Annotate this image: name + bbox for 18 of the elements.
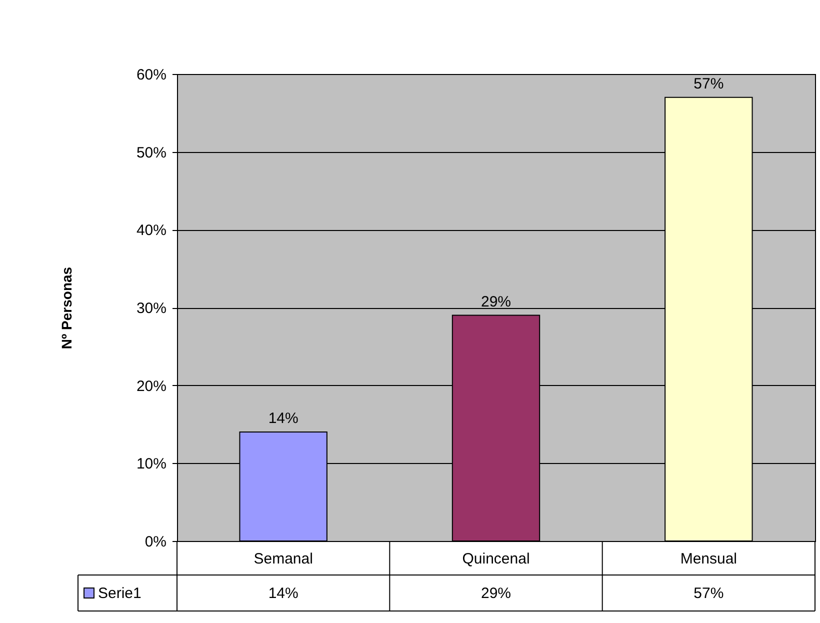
x-tick-label: Semanal bbox=[254, 550, 313, 568]
y-tick-label: 40% bbox=[136, 222, 166, 240]
legend-label: Serie1 bbox=[98, 585, 142, 602]
y-axis-title: Nº Personas bbox=[58, 266, 74, 350]
text: 14% bbox=[268, 410, 298, 428]
text: 29% bbox=[480, 293, 512, 310]
y-tick-label: 60% bbox=[136, 66, 166, 84]
y-tick-label: 50% bbox=[136, 144, 166, 162]
x-tick-label: Quincenal bbox=[462, 550, 530, 568]
text: 57% bbox=[694, 75, 724, 92]
y-tick-label: 30% bbox=[136, 300, 166, 317]
data-label: 29% bbox=[480, 585, 512, 602]
y-tick-label: 20% bbox=[136, 378, 166, 395]
data-label: 57% bbox=[694, 585, 724, 602]
x-tick-label: Mensual bbox=[680, 550, 738, 568]
data-label: 14% bbox=[268, 585, 298, 602]
y-tick-label: 10% bbox=[136, 456, 166, 473]
y-tick-label: 0% bbox=[144, 534, 166, 550]
